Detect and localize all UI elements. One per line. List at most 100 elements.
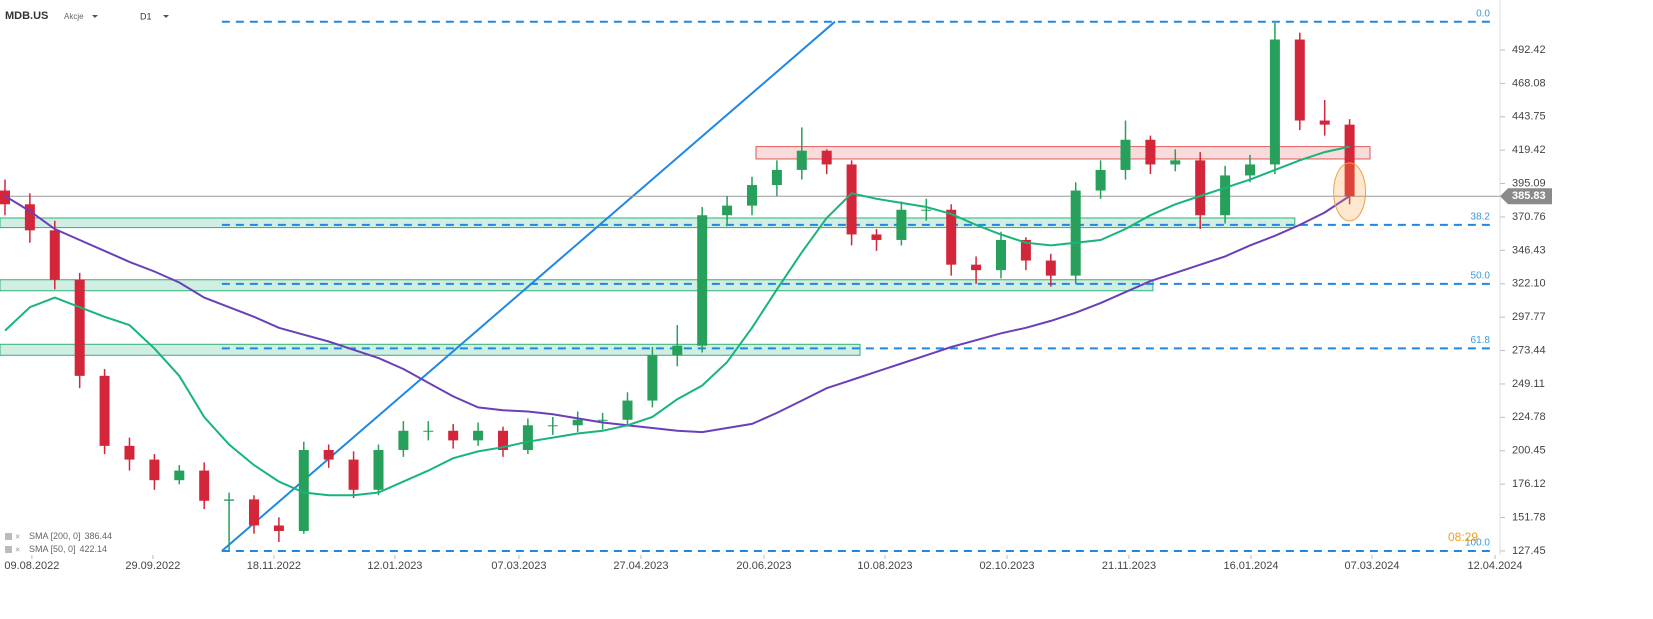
sma-line: [4, 195, 1351, 434]
x-tick-label: 07.03.2024: [1344, 560, 1399, 572]
x-tick-label: 10.08.2023: [857, 560, 912, 572]
candle-body: [1319, 120, 1330, 125]
fib-label: 38.2: [1471, 211, 1491, 222]
candle-body: [298, 449, 309, 531]
x-tick-label: 07.03.2023: [491, 560, 546, 572]
candle-body: [323, 449, 334, 460]
fib-label: 0.0: [1476, 8, 1490, 19]
x-tick-label: 12.01.2023: [367, 560, 422, 572]
candle-body: [722, 205, 733, 216]
legend-value: 422.14: [80, 544, 108, 554]
candle-body: [672, 345, 683, 356]
x-tick-label: 20.06.2023: [736, 560, 791, 572]
candle-body: [622, 400, 633, 420]
candle-body: [771, 169, 782, 186]
x-tick-label: 12.04.2024: [1467, 560, 1522, 572]
trend-line: [221, 20, 836, 552]
candle-body: [398, 430, 409, 450]
price-tag: [1500, 188, 1552, 205]
y-tick-label: 200.45: [1512, 445, 1546, 457]
candle-body: [348, 459, 359, 490]
fib-label: 100.0: [1465, 538, 1490, 549]
candle-body: [572, 419, 583, 426]
legend-name: SMA [50, 0]: [29, 544, 76, 554]
x-tick-label: 21.11.2023: [1102, 560, 1156, 572]
legend-icon: [5, 546, 12, 553]
x-tick-label: 27.04.2023: [613, 560, 668, 572]
y-tick-label: 492.42: [1512, 44, 1546, 56]
legend-name: SMA [200, 0]: [29, 531, 81, 541]
highlight: [1333, 162, 1367, 222]
candle-body: [821, 150, 832, 165]
dropdown-caret[interactable]: [92, 15, 98, 18]
sma-line: [4, 145, 1350, 497]
legend-close: ×: [15, 531, 20, 541]
y-tick-label: 297.77: [1512, 311, 1546, 323]
symbol[interactable]: MDB.US: [5, 10, 48, 22]
time-label: 08:29: [1448, 530, 1478, 544]
candle-body: [1145, 139, 1156, 165]
price-tag-label: 385.83: [1512, 190, 1546, 202]
candle-body: [1070, 190, 1081, 276]
x-tick-label: 02.10.2023: [979, 560, 1034, 572]
asset-class[interactable]: Akcje: [64, 12, 84, 21]
candle-body: [99, 375, 110, 446]
candle-body: [547, 425, 558, 427]
fib-label: 50.0: [1471, 271, 1491, 282]
interval[interactable]: D1: [140, 11, 152, 21]
dropdown-caret[interactable]: [163, 15, 169, 18]
legend-close: ×: [15, 544, 20, 554]
candle-body: [74, 279, 85, 376]
candle-body: [697, 215, 708, 346]
candle-body: [0, 190, 10, 205]
candle-body: [846, 164, 857, 235]
candle-body: [149, 459, 160, 481]
candle-body: [248, 499, 259, 526]
candle-body: [1095, 169, 1106, 191]
x-tick-label: 09.08.2022: [4, 560, 59, 572]
candle-body: [1045, 260, 1056, 276]
candle-body: [199, 470, 210, 501]
y-tick-label: 370.76: [1512, 211, 1546, 223]
candle-body: [796, 150, 807, 170]
candle-body: [1220, 175, 1231, 216]
candle-body: [273, 525, 284, 531]
fib-label: 61.8: [1471, 335, 1491, 346]
candle-body: [971, 264, 982, 271]
candle-body: [1020, 239, 1031, 261]
y-tick-label: 127.45: [1512, 545, 1546, 557]
candle-body: [1195, 160, 1206, 216]
candle-body: [49, 230, 60, 280]
candle-body: [1170, 160, 1181, 165]
candle-body: [224, 499, 235, 501]
candle-body: [373, 449, 384, 490]
candle-body: [1120, 139, 1131, 170]
candle-body: [423, 430, 434, 432]
candle-body: [497, 430, 508, 450]
y-tick-label: 224.78: [1512, 411, 1546, 423]
y-tick-label: 322.10: [1512, 278, 1546, 290]
zone: [755, 146, 1371, 160]
candle-body: [647, 355, 658, 401]
candle-body: [896, 209, 907, 240]
legend-icon: [5, 533, 12, 540]
candle-body: [24, 204, 35, 231]
y-tick-label: 249.11: [1512, 378, 1545, 390]
candle-body: [921, 209, 932, 211]
candle-body: [522, 425, 533, 450]
zone: [0, 343, 861, 356]
candle-body: [597, 419, 608, 421]
legend-value: 386.44: [85, 531, 113, 541]
candle-body: [995, 239, 1006, 271]
y-tick-label: 346.43: [1512, 244, 1546, 256]
y-tick-label: 151.78: [1512, 511, 1546, 523]
y-tick-label: 468.08: [1512, 77, 1546, 89]
x-tick-label: 16.01.2024: [1223, 560, 1278, 572]
legend-entry: SMA [200, 0] 386.44: [29, 531, 112, 541]
y-tick-label: 395.09: [1512, 177, 1546, 189]
candle-body: [124, 445, 135, 460]
candle-body: [448, 430, 459, 441]
x-tick-label: 29.09.2022: [125, 560, 180, 572]
